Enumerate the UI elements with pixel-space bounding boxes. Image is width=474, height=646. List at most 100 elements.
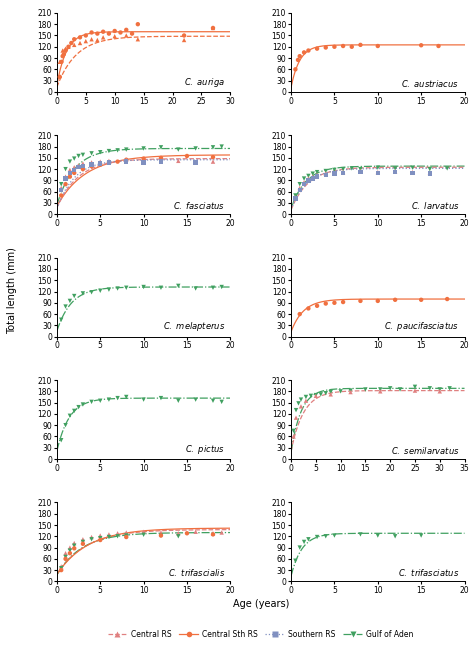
Point xyxy=(192,143,200,154)
Point xyxy=(418,295,425,305)
Point xyxy=(300,537,308,547)
Point xyxy=(292,64,299,74)
Point xyxy=(57,565,65,576)
Point xyxy=(174,145,182,155)
Text: $\it{C.\ pictus}$: $\it{C.\ pictus}$ xyxy=(185,443,225,456)
Point xyxy=(122,532,130,542)
Point xyxy=(192,395,200,405)
Point xyxy=(62,45,69,56)
Point xyxy=(296,185,303,195)
Point xyxy=(56,72,64,82)
Point xyxy=(122,156,130,167)
Point xyxy=(218,141,226,152)
Point xyxy=(114,528,121,539)
Point xyxy=(218,282,226,292)
Point xyxy=(409,167,416,177)
Point xyxy=(134,34,142,45)
Point xyxy=(122,25,130,35)
Point xyxy=(300,179,308,189)
Point xyxy=(331,298,338,308)
Point xyxy=(322,43,329,53)
Point xyxy=(313,167,321,177)
Point xyxy=(57,561,65,572)
Point xyxy=(296,543,303,553)
Point xyxy=(292,193,299,203)
Point xyxy=(418,530,425,541)
Point xyxy=(71,543,78,554)
Point xyxy=(292,556,299,566)
Point xyxy=(88,534,95,545)
Point xyxy=(307,391,315,401)
Point xyxy=(88,27,95,37)
Point xyxy=(209,395,217,406)
Point xyxy=(62,179,69,189)
Point xyxy=(392,167,399,177)
Point xyxy=(157,152,165,163)
Point xyxy=(157,527,165,537)
Point xyxy=(317,389,325,399)
Point xyxy=(392,163,399,174)
Point xyxy=(297,401,305,412)
Point xyxy=(348,41,356,52)
Point xyxy=(327,389,335,399)
Point xyxy=(309,173,317,183)
Point xyxy=(436,386,444,397)
Point xyxy=(62,171,69,182)
Point xyxy=(443,294,451,304)
Point xyxy=(105,532,113,542)
Text: $\it{C.\ larvatus}$: $\it{C.\ larvatus}$ xyxy=(410,200,459,211)
Point xyxy=(157,393,165,403)
Point xyxy=(209,23,217,33)
Point xyxy=(327,387,335,397)
Point xyxy=(209,23,217,33)
Point xyxy=(426,169,434,179)
Point xyxy=(374,162,382,172)
Point xyxy=(114,531,121,541)
Point xyxy=(62,302,69,312)
Point xyxy=(392,295,399,305)
Point xyxy=(105,157,113,167)
Point xyxy=(322,166,329,176)
Point xyxy=(58,57,65,67)
Point xyxy=(290,426,297,436)
Point xyxy=(122,527,130,537)
Point xyxy=(75,402,82,412)
Point xyxy=(75,160,82,171)
Point xyxy=(59,51,66,61)
Point xyxy=(356,164,364,174)
Point xyxy=(114,393,121,403)
Point xyxy=(93,28,101,39)
Point xyxy=(140,395,147,405)
Point xyxy=(62,548,69,558)
Point xyxy=(436,384,444,395)
Point xyxy=(331,169,338,179)
Point xyxy=(64,41,72,52)
Point xyxy=(292,191,299,201)
Point xyxy=(209,156,217,167)
Point xyxy=(66,411,73,421)
Point xyxy=(209,152,217,162)
Point xyxy=(122,282,130,293)
Point xyxy=(71,162,78,172)
Point xyxy=(174,156,182,166)
Point xyxy=(292,192,299,202)
Point xyxy=(122,154,130,165)
Point xyxy=(79,164,87,174)
Point xyxy=(114,145,121,156)
Point xyxy=(66,545,73,556)
Point xyxy=(128,28,136,39)
Point xyxy=(62,164,69,174)
Point xyxy=(57,315,65,325)
Text: $\it{C.\ semilarvatus}$: $\it{C.\ semilarvatus}$ xyxy=(391,445,459,456)
Point xyxy=(209,528,217,539)
Point xyxy=(71,154,78,164)
Point xyxy=(96,395,104,406)
Point xyxy=(376,384,384,395)
Point xyxy=(309,171,317,182)
Point xyxy=(88,148,95,158)
Point xyxy=(296,183,303,193)
Point xyxy=(140,157,147,167)
Point xyxy=(76,32,84,43)
Point xyxy=(356,39,364,50)
Point xyxy=(331,168,338,178)
